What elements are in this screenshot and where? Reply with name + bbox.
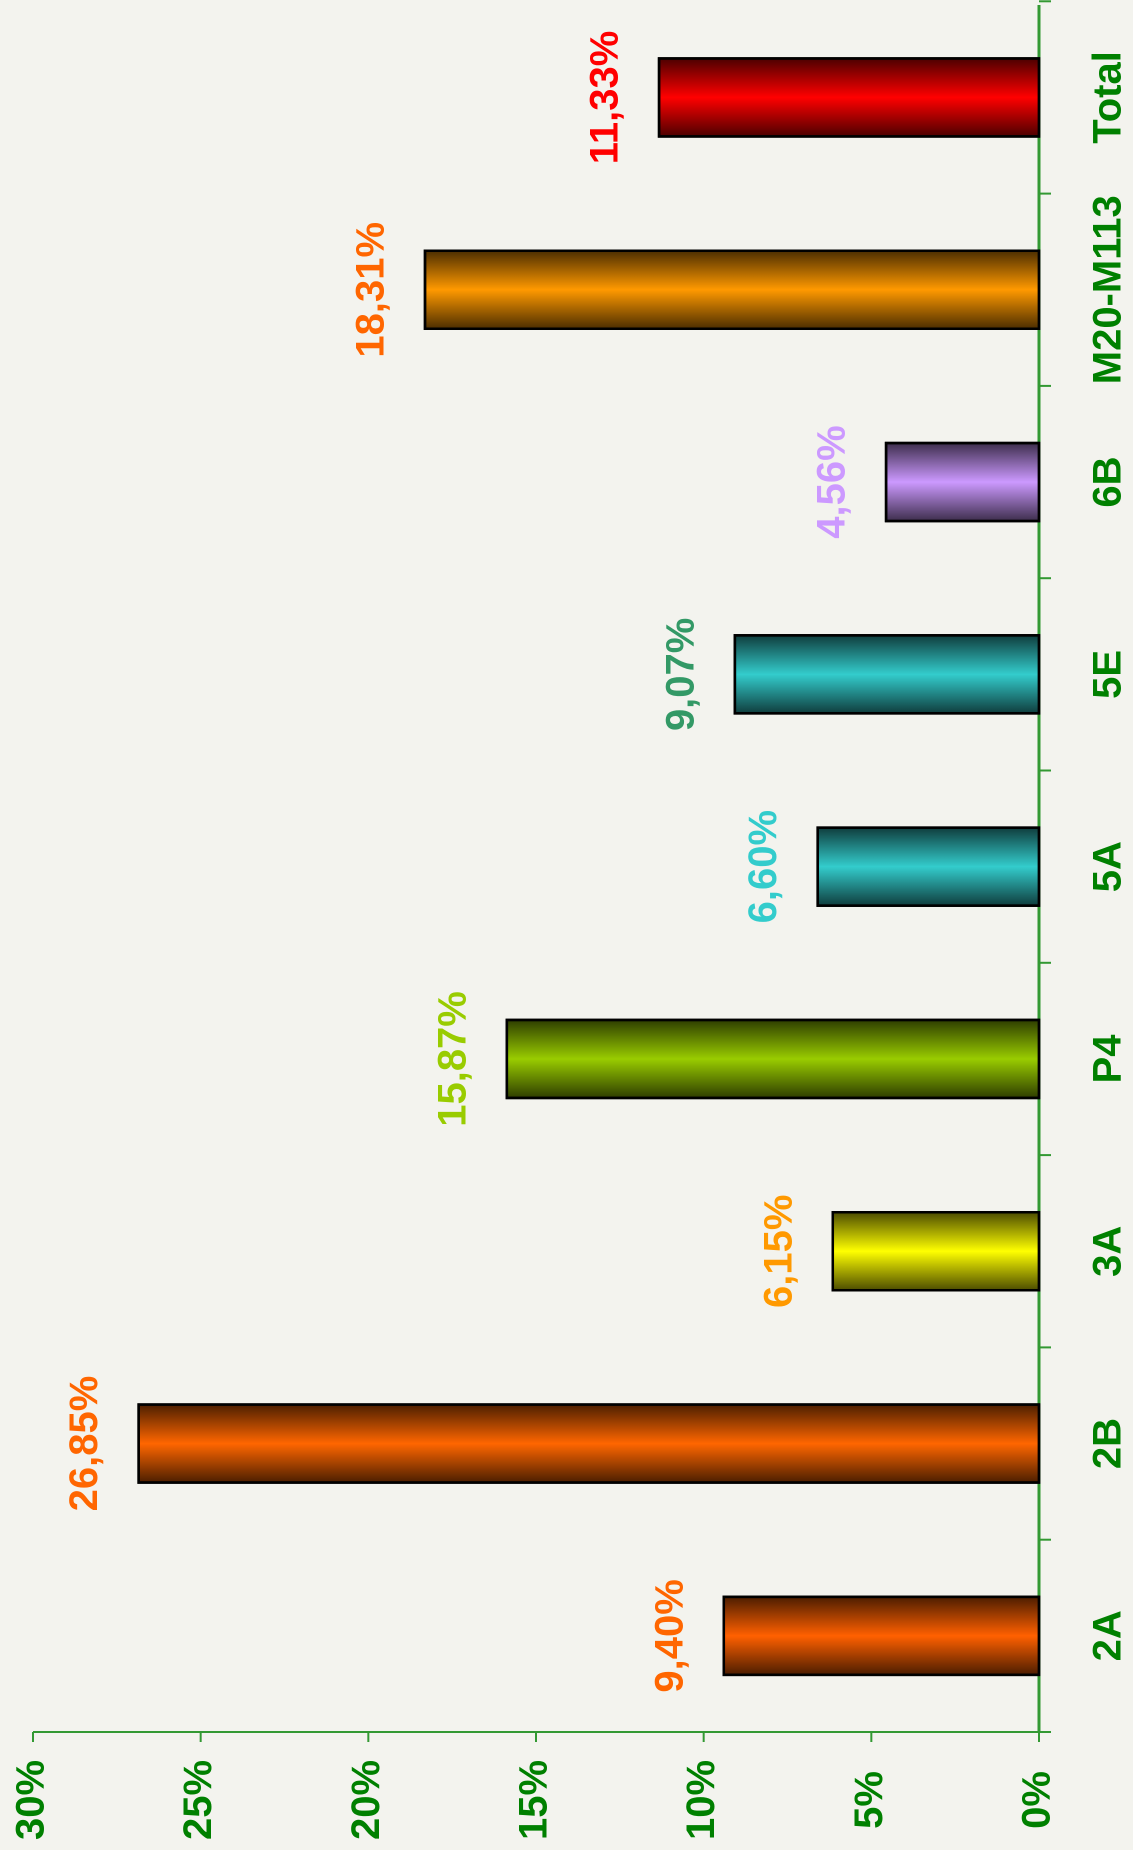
bar-shade	[657, 57, 1041, 138]
value-label: 9,40%	[647, 1579, 691, 1692]
x-tick-label: 15%	[512, 1760, 556, 1840]
x-tick-label: 5%	[847, 1771, 891, 1829]
y-tick-label: Total	[1086, 51, 1130, 144]
x-tick-label: 0%	[1015, 1771, 1059, 1829]
x-tick-label: 25%	[176, 1760, 220, 1840]
bar-shade	[137, 1403, 1041, 1484]
value-label: 18,31%	[349, 222, 393, 358]
bar-shade	[722, 1595, 1041, 1677]
y-tick-label: 3A	[1086, 1226, 1130, 1277]
bar-shade	[831, 1211, 1041, 1292]
value-label: 6,60%	[741, 810, 785, 923]
bar-shade	[505, 1018, 1041, 1100]
value-label: 9,07%	[658, 618, 702, 731]
bar-shade	[423, 249, 1041, 330]
y-tick-label: 5A	[1086, 841, 1130, 892]
x-tick-label: 30%	[9, 1760, 53, 1840]
bar-shade	[733, 634, 1041, 715]
y-tick-label: 2A	[1086, 1610, 1130, 1661]
y-tick-label: P4	[1086, 1034, 1130, 1084]
value-label: 15,87%	[430, 991, 474, 1127]
value-label: 26,85%	[62, 1376, 106, 1512]
y-tick-label: 6B	[1086, 456, 1130, 507]
y-tick-label: M20-M113	[1086, 195, 1130, 384]
x-tick-label: 10%	[679, 1760, 723, 1840]
x-tick-label: 20%	[344, 1760, 388, 1840]
value-label: 6,15%	[756, 1195, 800, 1308]
value-label: 4,56%	[810, 425, 854, 538]
y-tick-label: 5E	[1086, 650, 1130, 699]
bar-shade	[884, 441, 1041, 523]
y-tick-label: 2B	[1086, 1418, 1130, 1469]
bar-shade	[816, 826, 1041, 907]
value-label: 11,33%	[583, 31, 627, 164]
